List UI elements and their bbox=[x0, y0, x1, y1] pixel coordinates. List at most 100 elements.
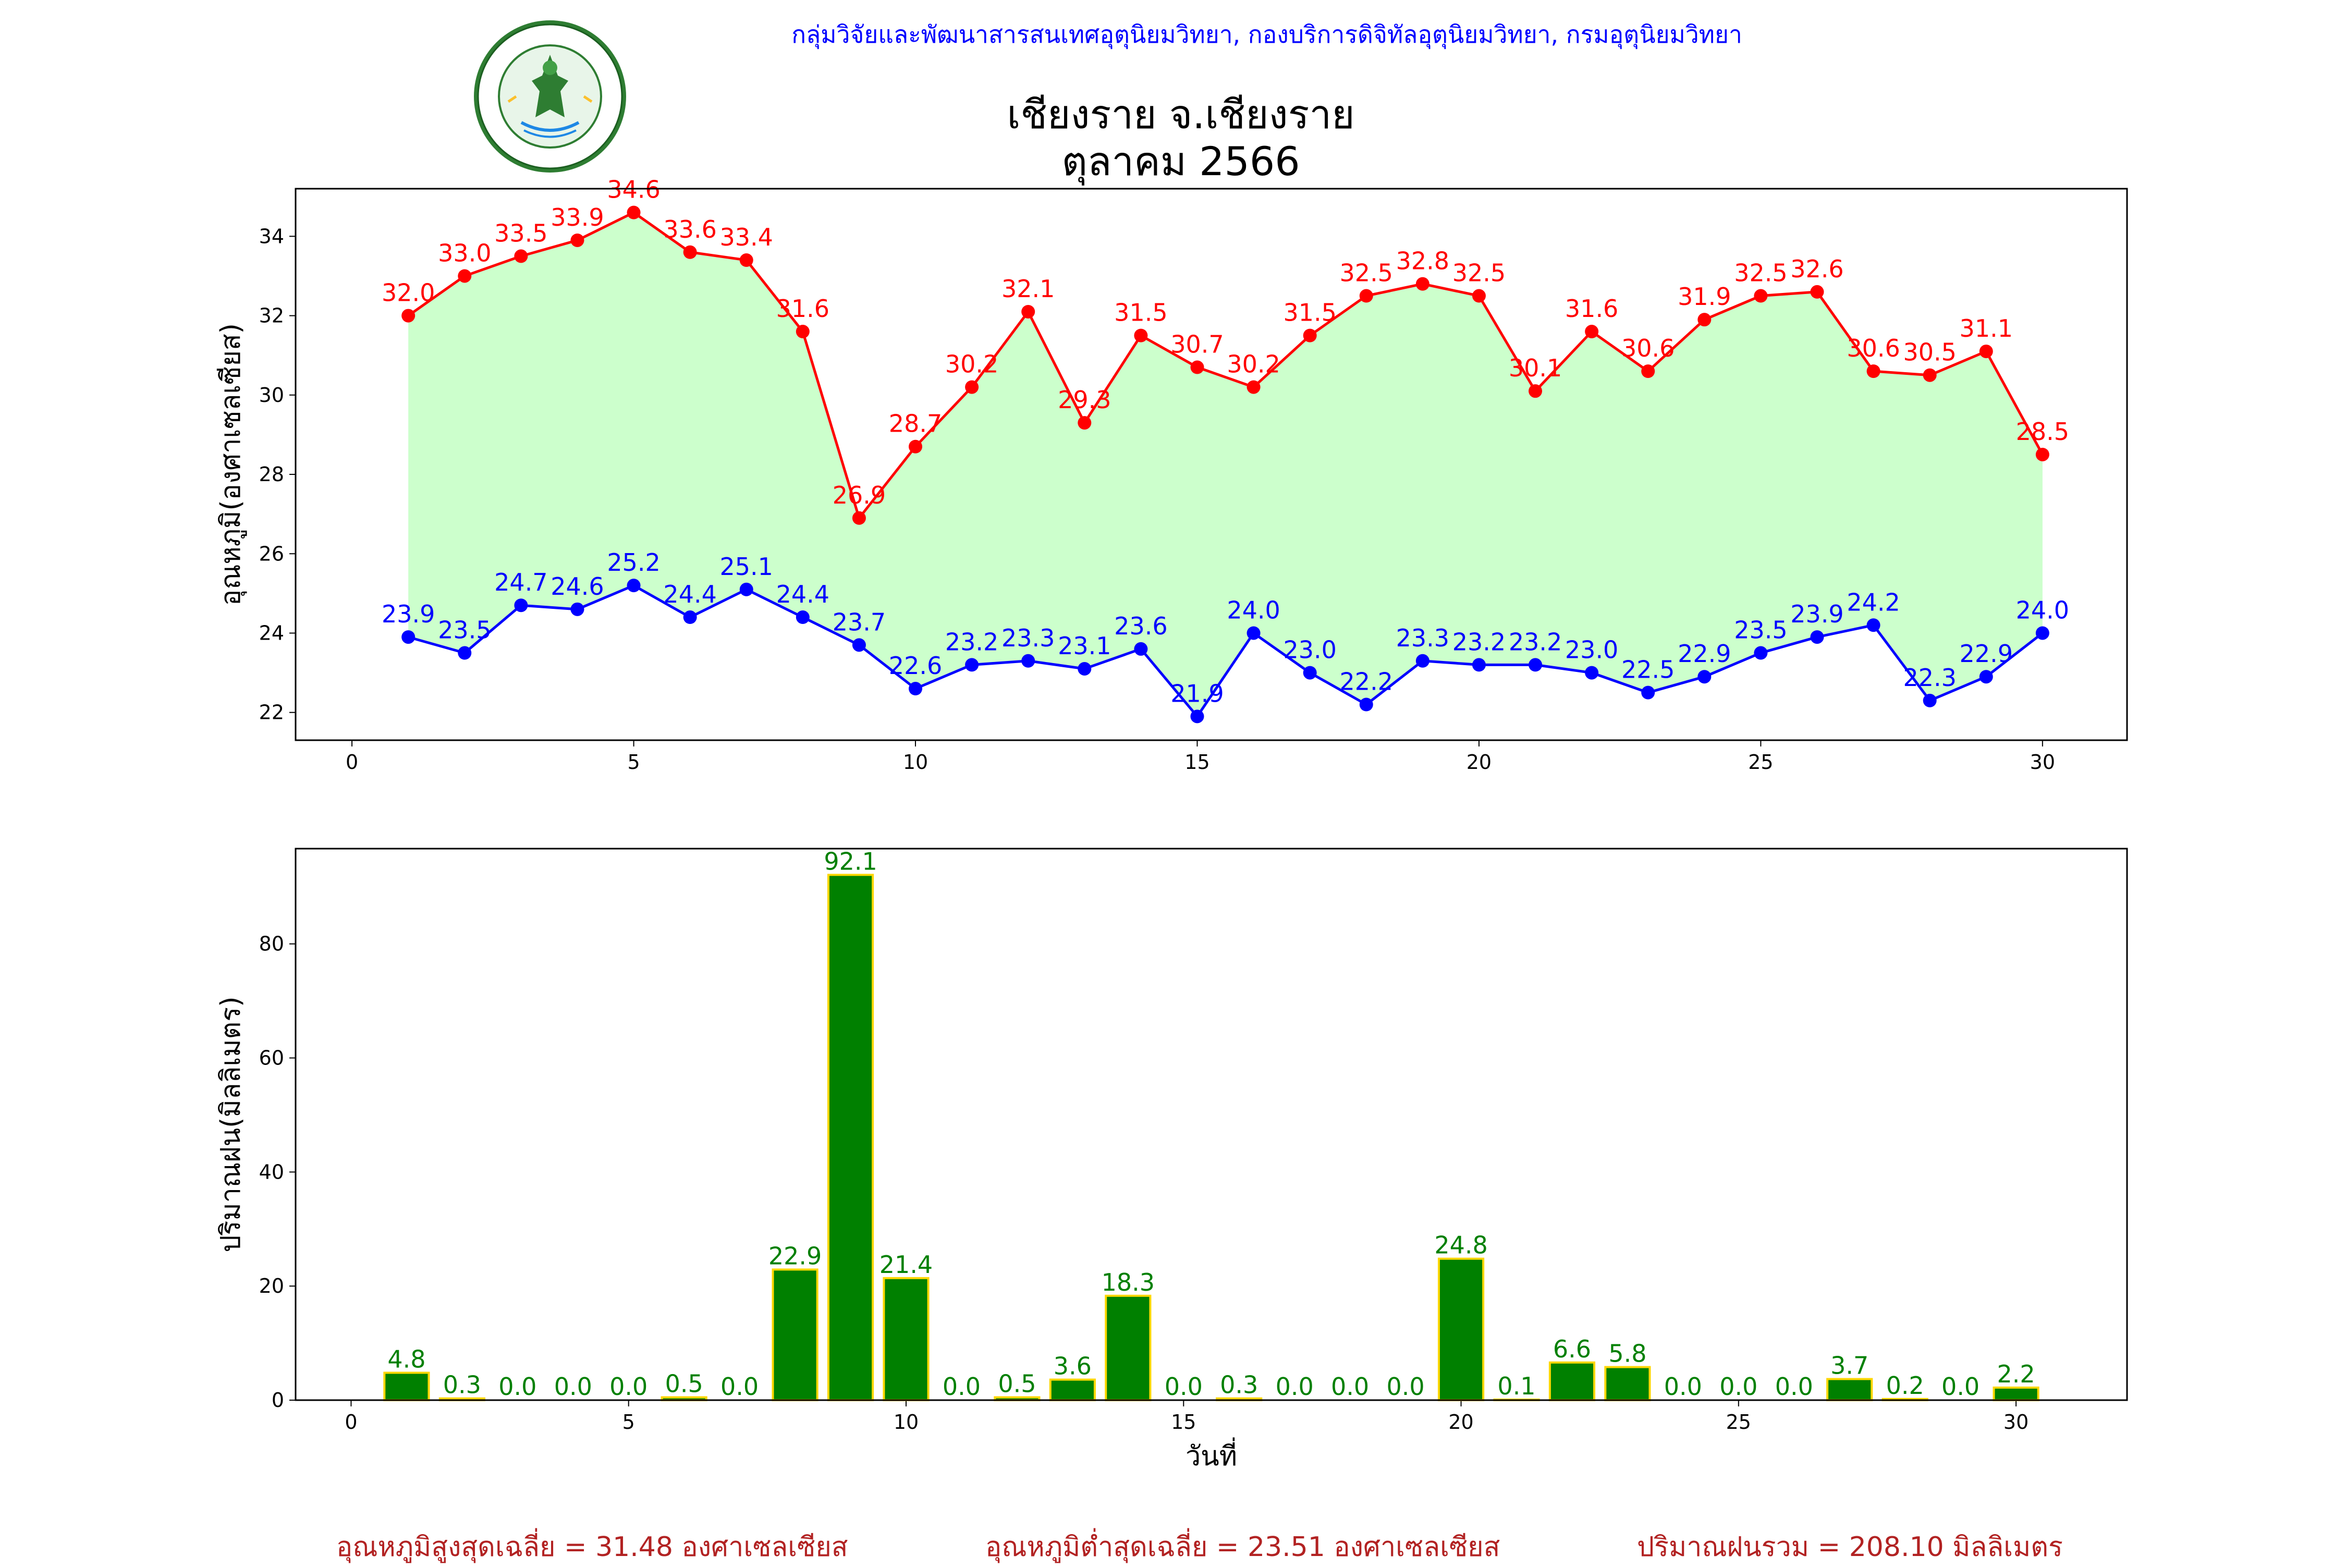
rain-x-tick-label: 10 bbox=[894, 1411, 919, 1434]
min-temp-point bbox=[1190, 709, 1204, 724]
rain-x-tick-label: 15 bbox=[1171, 1411, 1196, 1434]
min-temp-data-label: 23.2 bbox=[1452, 628, 1506, 656]
min-temp-point bbox=[514, 598, 528, 612]
rain-y-tick-label: 20 bbox=[259, 1275, 284, 1297]
rain-bar bbox=[1105, 1294, 1152, 1402]
min-temp-point bbox=[1359, 697, 1373, 712]
min-temp-point bbox=[1866, 618, 1880, 632]
min-temp-point bbox=[1472, 658, 1486, 672]
min-temp-data-label: 24.4 bbox=[663, 580, 716, 608]
min-temp-point bbox=[852, 638, 866, 652]
rain-data-label: 0.0 bbox=[1331, 1373, 1369, 1401]
temp-x-tick-label: 20 bbox=[1467, 751, 1492, 774]
rain-data-label: 0.0 bbox=[720, 1373, 759, 1401]
min-temp-point bbox=[1529, 658, 1543, 672]
rain-data-label: 6.6 bbox=[1553, 1335, 1591, 1363]
max-temp-point bbox=[458, 269, 472, 283]
rain-data-label: 5.8 bbox=[1608, 1340, 1646, 1368]
min-temp-data-label: 23.5 bbox=[1734, 616, 1787, 644]
min-temp-point bbox=[1754, 646, 1768, 660]
rain-x-tick-label: 25 bbox=[1726, 1411, 1751, 1434]
rain-x-tick-label: 5 bbox=[622, 1411, 635, 1434]
rain-data-label: 0.0 bbox=[1775, 1373, 1813, 1401]
min-temp-data-label: 23.0 bbox=[1283, 636, 1336, 664]
rain-data-label: 0.0 bbox=[1387, 1373, 1425, 1401]
rain-data-label: 18.3 bbox=[1102, 1268, 1155, 1296]
max-temp-data-label: 31.6 bbox=[776, 295, 829, 323]
min-temp-data-label: 23.7 bbox=[833, 608, 886, 636]
rain-data-label: 0.0 bbox=[1276, 1373, 1314, 1401]
temp-y-tick-label: 34 bbox=[259, 225, 284, 248]
min-temp-data-label: 24.0 bbox=[2016, 596, 2069, 624]
rain-data-label: 0.0 bbox=[1719, 1373, 1757, 1401]
min-temp-point bbox=[1697, 670, 1712, 684]
min-temp-data-label: 22.2 bbox=[1340, 667, 1393, 695]
max-temp-data-label: 33.6 bbox=[663, 215, 716, 243]
min-temp-data-label: 23.6 bbox=[1114, 612, 1167, 640]
max-temp-point bbox=[796, 325, 810, 339]
max-temp-data-label: 32.6 bbox=[1790, 255, 1843, 283]
max-temp-point bbox=[909, 439, 923, 454]
max-temp-point bbox=[2035, 447, 2049, 461]
rain-data-label: 3.7 bbox=[1830, 1352, 1868, 1380]
max-temp-point bbox=[1641, 364, 1655, 378]
max-temp-data-label: 32.1 bbox=[1001, 275, 1055, 303]
temp-x-tick-label: 15 bbox=[1184, 751, 1209, 774]
rain-x-tick-label: 0 bbox=[345, 1411, 357, 1434]
rain-x-tick-label: 30 bbox=[2003, 1411, 2029, 1434]
rain-bar bbox=[1826, 1378, 1873, 1401]
rain-bar bbox=[1049, 1378, 1096, 1402]
min-temp-point bbox=[1247, 626, 1261, 640]
max-temp-data-label: 33.4 bbox=[720, 223, 773, 251]
temp-x-tick-label: 30 bbox=[2030, 751, 2055, 774]
temp-x-tick-label: 25 bbox=[1748, 751, 1773, 774]
min-temp-point bbox=[796, 610, 810, 624]
min-temp-point bbox=[570, 602, 584, 616]
max-temp-data-label: 30.1 bbox=[1509, 354, 1562, 382]
temp-y-tick-label: 22 bbox=[259, 701, 284, 724]
min-temp-data-label: 24.2 bbox=[1847, 588, 1900, 616]
max-temp-data-label: 32.5 bbox=[1452, 259, 1506, 287]
min-temp-data-label: 22.9 bbox=[1678, 640, 1731, 668]
min-temp-line bbox=[408, 584, 2044, 719]
max-temp-point bbox=[1078, 416, 1092, 430]
max-temp-data-label: 31.6 bbox=[1565, 295, 1618, 323]
rain-data-label: 24.8 bbox=[1434, 1231, 1487, 1259]
max-temp-point bbox=[627, 205, 641, 219]
max-temp-data-label: 32.0 bbox=[382, 279, 435, 307]
rain-data-label: 0.0 bbox=[1165, 1373, 1203, 1401]
rain-data-label: 22.9 bbox=[768, 1242, 822, 1270]
max-temp-point bbox=[1923, 368, 1937, 382]
min-temp-data-label: 24.6 bbox=[551, 572, 604, 601]
max-temp-data-label: 32.8 bbox=[1396, 247, 1449, 275]
max-temp-point bbox=[1979, 345, 1993, 359]
min-temp-data-label: 25.1 bbox=[720, 553, 773, 581]
temp-y-axis-label: อุณหภูมิ(องศาเซลเซียส) bbox=[215, 323, 247, 606]
max-temp-data-label: 31.5 bbox=[1283, 299, 1336, 327]
temp-y-tick-label: 30 bbox=[259, 384, 284, 407]
max-temp-data-label: 28.5 bbox=[2016, 418, 2069, 446]
max-temp-point bbox=[1529, 384, 1543, 398]
min-temp-point bbox=[1585, 666, 1599, 680]
rain-y-tick-label: 40 bbox=[259, 1160, 284, 1183]
max-temp-data-label: 29.3 bbox=[1058, 386, 1111, 414]
max-temp-data-label: 30.2 bbox=[1227, 350, 1280, 378]
max-temp-point bbox=[1359, 289, 1373, 303]
max-temp-point bbox=[1697, 313, 1712, 327]
max-temp-point bbox=[683, 245, 697, 259]
min-temp-data-label: 23.3 bbox=[1396, 624, 1449, 652]
temp-x-tick-label: 5 bbox=[627, 751, 640, 774]
temp-fill-between bbox=[408, 212, 2043, 717]
max-temp-data-label: 32.5 bbox=[1340, 259, 1393, 287]
min-temp-point bbox=[1923, 693, 1937, 707]
max-temp-point bbox=[852, 511, 866, 525]
temp-plot-frame bbox=[295, 188, 2128, 741]
max-temp-data-label: 26.9 bbox=[833, 481, 886, 509]
chart-title-month: ตุลาคม 2566 bbox=[1061, 138, 1300, 185]
min-temp-data-label: 23.0 bbox=[1565, 636, 1618, 664]
min-temp-point bbox=[1134, 642, 1148, 656]
rain-data-label: 21.4 bbox=[879, 1251, 933, 1279]
min-temp-data-label: 22.3 bbox=[1903, 664, 1956, 692]
rain-data-label: 92.1 bbox=[824, 847, 877, 875]
